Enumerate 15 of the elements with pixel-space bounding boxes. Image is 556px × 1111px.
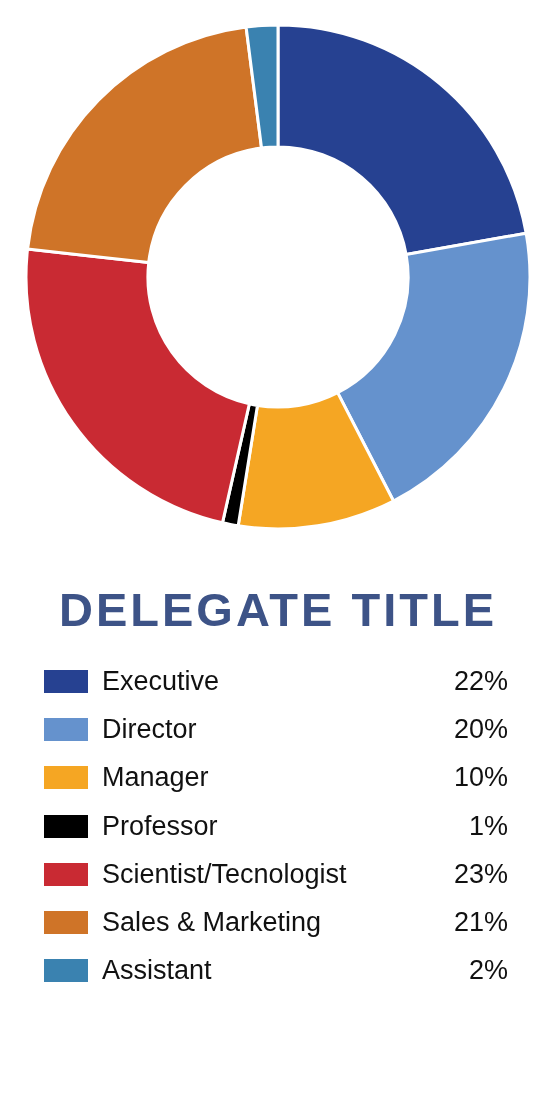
data-label: 2% bbox=[468, 955, 508, 987]
data-label: 20% bbox=[453, 713, 508, 745]
legend-label: Director bbox=[102, 713, 198, 745]
data-label: 23% bbox=[453, 858, 508, 890]
legend-label: Scientist/Tecnologist bbox=[102, 858, 348, 890]
legend-label: Professor bbox=[102, 810, 219, 842]
data-label: 21% bbox=[453, 907, 508, 939]
data-label: 22% bbox=[453, 665, 508, 697]
text: DELEGATE TITLE bbox=[58, 582, 498, 637]
legend-label: Sales & Marketing bbox=[102, 907, 323, 939]
legend-label: Manager bbox=[102, 762, 210, 794]
legend-label: Assistant bbox=[102, 955, 213, 987]
legend-label: Executive bbox=[102, 665, 221, 697]
data-label: 10% bbox=[453, 762, 508, 794]
data-label: 1% bbox=[468, 810, 508, 842]
